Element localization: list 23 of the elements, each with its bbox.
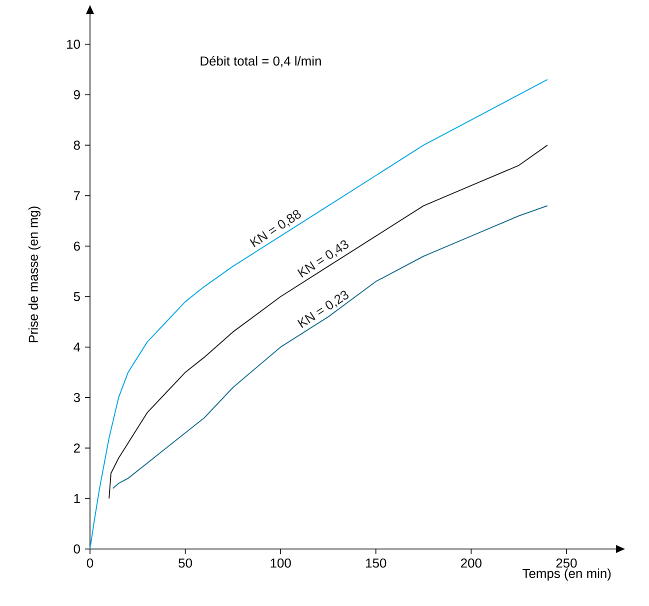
y-tick-label: 4 (74, 342, 80, 352)
y-tick-label: 7 (74, 191, 80, 200)
x-axis-title: Temps (en min) (522, 568, 611, 581)
x-tick-label: 100 (270, 558, 291, 568)
x-tick-label: 200 (461, 558, 482, 568)
y-tick-label: 5 (74, 292, 80, 302)
text: KN = 0,23 (297, 290, 349, 328)
y-tick-label: 3 (74, 392, 80, 402)
y-tick-label: 2 (74, 444, 80, 453)
x-tick-label: 0 (86, 558, 94, 568)
y-tick-label: 0 (74, 544, 80, 554)
y-tick-label: 6 (74, 242, 80, 251)
x-tick-label: 250 (556, 558, 577, 568)
line-series (108, 144, 548, 500)
x-tick-label: 150 (366, 558, 386, 568)
y-tick-label: 1 (74, 494, 80, 503)
y-tick-label: 9 (74, 90, 80, 100)
y-tick-label: 8 (74, 140, 80, 150)
x-tick-label: 50 (178, 558, 192, 568)
annotation: Débit total = 0,4 l/min (200, 56, 321, 68)
y-tick-label: 10 (67, 40, 80, 49)
line-series (90, 79, 548, 550)
y-axis-title: Prise de masse (en mg) (28, 206, 40, 342)
